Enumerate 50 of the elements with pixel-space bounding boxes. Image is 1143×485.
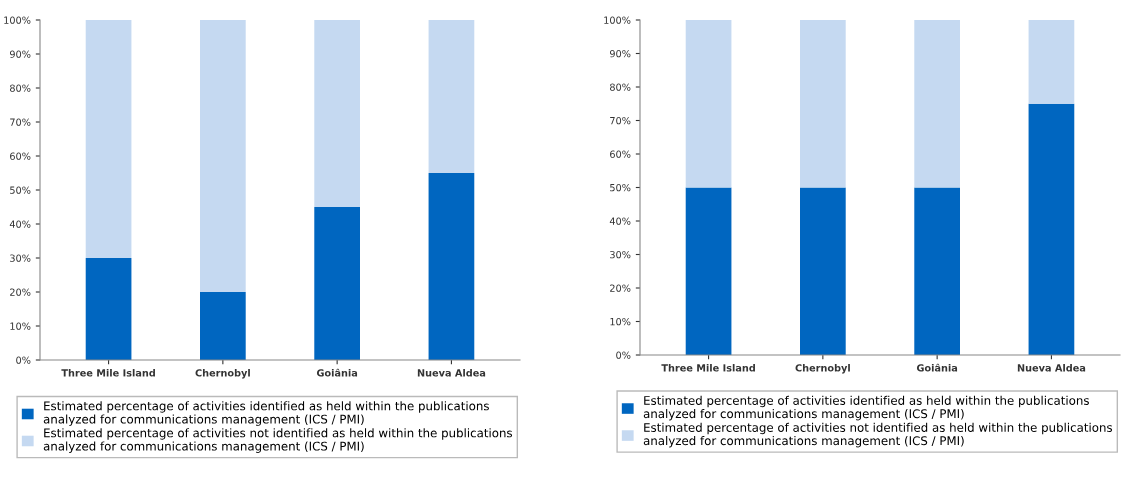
bar bbox=[314, 20, 360, 207]
bar bbox=[200, 292, 246, 360]
y-tick-label: 10% bbox=[10, 322, 31, 330]
x-tick-label: Three Mile Island bbox=[661, 364, 755, 372]
y-tick-label: 60% bbox=[10, 152, 31, 160]
y-tick-label: 40% bbox=[609, 217, 631, 225]
x-tick-label: Nueva Aldea bbox=[417, 369, 486, 377]
y-tick-label: 70% bbox=[610, 116, 631, 125]
y-tick-label: 90% bbox=[9, 50, 31, 58]
bar bbox=[914, 20, 960, 188]
bar bbox=[800, 20, 846, 188]
y-tick-label: 0% bbox=[16, 356, 31, 364]
y-tick-label: 80% bbox=[10, 84, 31, 92]
x-tick-label: Nueva Aldea bbox=[1017, 364, 1086, 372]
y-tick-label: 30% bbox=[610, 250, 631, 259]
y-tick-label: 60% bbox=[610, 150, 631, 158]
x-tick-label: Goiânia bbox=[916, 363, 958, 372]
y-tick-label: 40% bbox=[9, 220, 31, 228]
bar bbox=[85, 258, 132, 360]
bar bbox=[685, 20, 732, 188]
bar bbox=[800, 187, 846, 355]
y-tick-label: 100% bbox=[604, 16, 631, 24]
y-tick-label: 50% bbox=[10, 186, 31, 194]
bar bbox=[914, 187, 960, 355]
bar bbox=[200, 20, 246, 292]
y-tick-label: 20% bbox=[10, 288, 31, 296]
bar bbox=[428, 173, 475, 360]
legend-label: Estimated percentage of activities not identified as held within the publications analyzed for communications management (ICS / PMI) bbox=[43, 428, 513, 453]
legend-label: Estimated percentage of activities identified as held within the publications analyzed for communications management (ICS / PMI) bbox=[43, 401, 489, 426]
bar bbox=[1028, 20, 1075, 104]
y-tick-label: 70% bbox=[10, 118, 31, 126]
legend-label: Estimated percentage of activities not identified as held within the publications analyzed for communications management (ICS / PMI) bbox=[643, 422, 1113, 448]
x-tick-label: Chernobyl bbox=[195, 369, 250, 379]
y-tick-label: 10% bbox=[610, 317, 631, 326]
y-tick-label: 80% bbox=[610, 83, 631, 91]
y-tick-label: 50% bbox=[610, 183, 631, 192]
y-tick-label: 0% bbox=[616, 351, 631, 359]
bar bbox=[685, 187, 732, 355]
x-tick-label: Chernobyl bbox=[795, 364, 850, 374]
y-tick-label: 20% bbox=[610, 284, 631, 292]
y-tick-label: 90% bbox=[609, 49, 631, 58]
y-tick-label: 30% bbox=[10, 254, 31, 262]
bar bbox=[428, 20, 475, 173]
legend-label: Estimated percentage of activities identified as held within the publications analyzed for communications management (ICS / PMI) bbox=[643, 395, 1089, 421]
x-tick-label: Goiânia bbox=[316, 368, 358, 377]
bar bbox=[1028, 103, 1075, 355]
y-tick-label: 100% bbox=[4, 16, 31, 24]
bar bbox=[314, 207, 360, 360]
bar bbox=[85, 20, 132, 258]
x-tick-label: Three Mile Island bbox=[61, 369, 155, 377]
